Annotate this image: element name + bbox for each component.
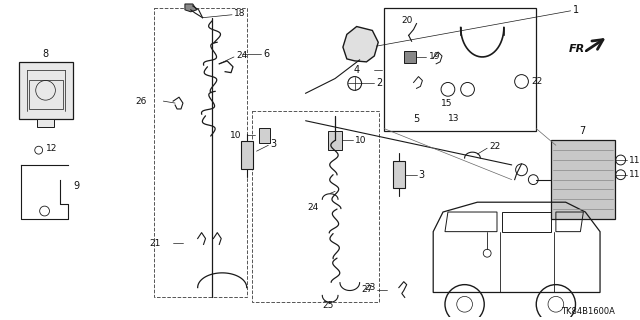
Text: 25: 25 [323, 301, 333, 310]
Text: 13: 13 [448, 114, 460, 123]
Bar [384, 8, 536, 131]
Text: 6: 6 [264, 49, 269, 59]
Polygon shape [185, 4, 196, 12]
Text: 24: 24 [307, 203, 318, 212]
Bar [29, 80, 63, 109]
Text: 1: 1 [573, 5, 579, 15]
Text: 19: 19 [429, 52, 441, 61]
Text: 7: 7 [579, 125, 586, 136]
Text: 20: 20 [402, 16, 413, 25]
Text: 23: 23 [365, 283, 376, 292]
Text: 22: 22 [531, 77, 543, 86]
Bar [241, 141, 253, 169]
Text: 3: 3 [270, 139, 276, 149]
Text: 18: 18 [234, 9, 246, 18]
Text: 27: 27 [361, 285, 372, 294]
Text: 5: 5 [413, 114, 420, 124]
Text: 9: 9 [73, 181, 79, 191]
Text: 10: 10 [355, 136, 366, 145]
Bar [551, 140, 615, 219]
Text: 26: 26 [135, 97, 147, 106]
Bar [259, 128, 270, 143]
Bar [328, 131, 342, 150]
Text: 21: 21 [149, 239, 161, 248]
Text: 22: 22 [489, 142, 500, 151]
Text: 11: 11 [628, 170, 640, 179]
Text: 10: 10 [230, 131, 242, 140]
Bar [393, 161, 404, 188]
Bar [36, 119, 54, 127]
Bar [404, 51, 415, 63]
Bar [252, 111, 380, 302]
Text: 4: 4 [353, 65, 360, 75]
Text: 2: 2 [376, 78, 383, 88]
Text: 15: 15 [441, 99, 452, 108]
Text: 12: 12 [45, 144, 57, 153]
Text: 24: 24 [236, 52, 247, 60]
Text: TK84B1600A: TK84B1600A [561, 307, 615, 316]
Text: 11: 11 [628, 156, 640, 164]
Text: 8: 8 [42, 49, 49, 59]
Text: FR.: FR. [568, 44, 589, 54]
Bar [19, 62, 73, 119]
Polygon shape [343, 27, 378, 62]
Bar [154, 8, 247, 297]
Text: 3: 3 [419, 170, 424, 180]
